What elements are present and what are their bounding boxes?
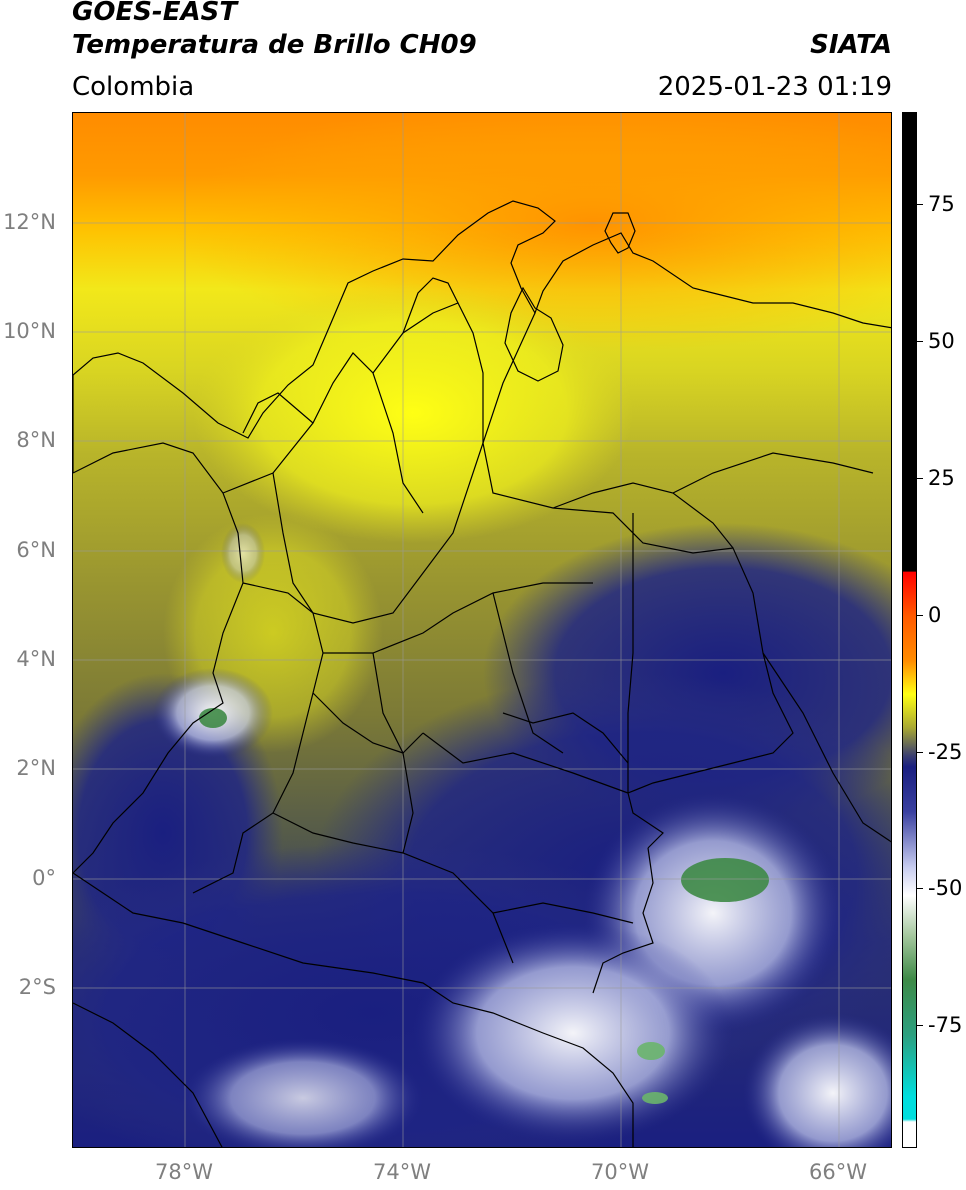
lon-label-66w: 66°W xyxy=(809,1160,867,1184)
colorbar-label-minus25: -25 xyxy=(928,740,963,764)
region-label: Colombia xyxy=(72,72,195,102)
boundaries xyxy=(73,200,891,1147)
colorbar xyxy=(902,112,917,1148)
colorbar-tick xyxy=(917,478,923,479)
map-image xyxy=(73,113,891,1147)
colorbar-label-minus75: -75 xyxy=(928,1013,963,1037)
lat-label-0: 0° xyxy=(32,866,56,890)
lat-label-10n: 10°N xyxy=(3,319,56,343)
colorbar-label-75: 75 xyxy=(928,192,955,216)
title-satellite: GOES-EAST xyxy=(72,0,238,27)
colorbar-tick xyxy=(917,341,923,342)
lat-label-2n: 2°N xyxy=(16,756,56,780)
timestamp-label: 2025-01-23 01:19 xyxy=(657,72,892,102)
colorbar-tick xyxy=(917,888,923,889)
colorbar-tick xyxy=(917,752,923,753)
lat-label-2s: 2°S xyxy=(18,975,56,999)
satellite-map[interactable] xyxy=(72,112,892,1148)
title-product: Temperatura de Brillo CH09 xyxy=(72,30,477,60)
colorbar-tick xyxy=(917,1025,923,1026)
colorbar-label-minus50: -50 xyxy=(928,876,963,900)
agency-label: SIATA xyxy=(810,30,892,60)
lat-label-6n: 6°N xyxy=(16,538,56,562)
lon-label-74w: 74°W xyxy=(373,1160,431,1184)
colorbar-tick xyxy=(917,204,923,205)
colorbar-tick xyxy=(917,615,923,616)
colorbar-label-25: 25 xyxy=(928,466,955,490)
colorbar-label-0: 0 xyxy=(928,603,942,627)
lat-label-12n: 12°N xyxy=(3,210,56,234)
lon-label-70w: 70°W xyxy=(591,1160,649,1184)
lon-label-78w: 78°W xyxy=(155,1160,213,1184)
lat-label-4n: 4°N xyxy=(16,647,56,671)
lat-label-8n: 8°N xyxy=(16,428,56,452)
colorbar-label-50: 50 xyxy=(928,329,955,353)
